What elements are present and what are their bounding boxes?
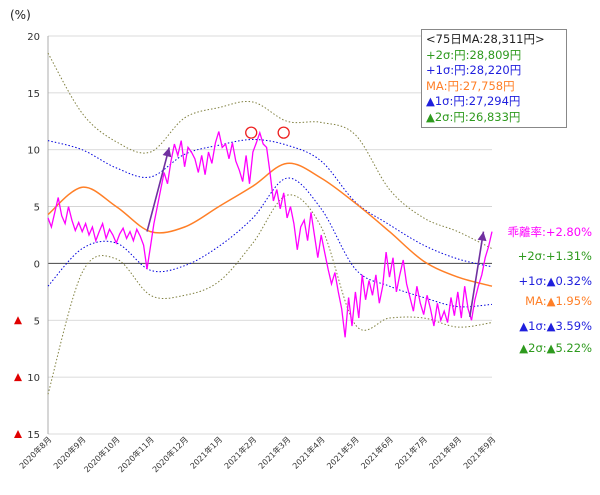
x-tick-label: 2021年8月	[427, 434, 463, 470]
x-tick-label: 2021年2月	[222, 434, 258, 470]
negative-triangle-icon	[14, 316, 22, 325]
trend-arrow	[469, 231, 487, 318]
legend-line: MA:円:27,758円	[426, 78, 515, 93]
y-tick: 15	[14, 430, 40, 441]
y-tick-label: 20	[27, 32, 40, 43]
y-tick: 10	[27, 146, 40, 157]
grid	[47, 35, 492, 435]
y-tick-label: 15	[27, 89, 40, 100]
circle-marker	[277, 126, 290, 139]
circle-marker	[245, 126, 258, 139]
series-deviation	[47, 130, 493, 338]
series-ma	[47, 162, 493, 287]
y-tick-label: 15	[27, 430, 40, 441]
x-tick-label: 2021年7月	[393, 434, 429, 470]
right-label: +1σ:▲0.32%	[518, 273, 593, 288]
legend-line: ▲2σ:円:26,833円	[426, 109, 521, 124]
right-label: ▲2σ:▲5.22%	[519, 340, 592, 355]
x-tick-label: 2021年3月	[256, 434, 292, 470]
series-sigma2-dn	[47, 194, 493, 395]
right-label: ▲1σ:▲3.59%	[519, 319, 592, 334]
y-tick-label: 10	[27, 373, 40, 384]
arrow-shaft	[146, 147, 171, 232]
arrow-shaft	[469, 231, 485, 318]
right-label: 乖離率:+2.80%	[507, 224, 592, 239]
legend-box: <75日MA:28,311円> +2σ:円:28,809円 +1σ:円:28,2…	[421, 29, 567, 128]
y-tick-label: 5	[34, 203, 40, 214]
x-ticks: 2020年8月2020年9月2020年10月2020年11月2020年12月20…	[17, 434, 497, 474]
negative-triangle-icon	[14, 430, 22, 438]
trend-arrow	[146, 147, 172, 232]
y-tick: 20	[27, 32, 40, 43]
y-tick: 0	[34, 259, 40, 270]
y-tick-label: 10	[27, 146, 40, 157]
annotations	[146, 126, 487, 318]
legend-line: +2σ:円:28,809円	[426, 47, 522, 62]
x-tick-label: 2020年9月	[51, 434, 87, 470]
y-tick: 10	[14, 373, 40, 384]
x-tick-label: 2021年1月	[188, 434, 224, 470]
y-tick: 5	[14, 316, 40, 327]
negative-triangle-icon	[14, 373, 22, 382]
y-axis-label: (%)	[10, 8, 31, 22]
x-tick-label: 2021年6月	[359, 434, 395, 470]
series-sigma1-dn	[47, 177, 493, 308]
right-label: MA:▲1.95%	[525, 294, 592, 309]
series-sigma1-up	[47, 138, 493, 268]
y-ticks: 20 15 10 5 0 5 10 15	[14, 32, 40, 441]
y-tick: 5	[34, 203, 40, 214]
x-tick-label: 2020年12月	[150, 434, 190, 474]
x-tick-label: 2021年9月	[461, 434, 497, 470]
y-tick-label: 5	[34, 316, 40, 327]
arrow-head-icon	[162, 147, 172, 158]
right-label: +2σ:+1.31%	[517, 248, 592, 263]
legend-title: <75日MA:28,311円>	[426, 32, 545, 46]
y-tick-label: 0	[34, 259, 40, 270]
legend-line: +1σ:円:28,220円	[426, 63, 522, 77]
legend-line: ▲1σ:円:27,294円	[426, 94, 521, 108]
series-group	[47, 52, 493, 395]
arrow-head-icon	[477, 231, 487, 242]
y-tick: 15	[27, 89, 40, 100]
x-tick-label: 2021年4月	[290, 434, 326, 470]
x-tick-label: 2021年5月	[324, 434, 360, 470]
